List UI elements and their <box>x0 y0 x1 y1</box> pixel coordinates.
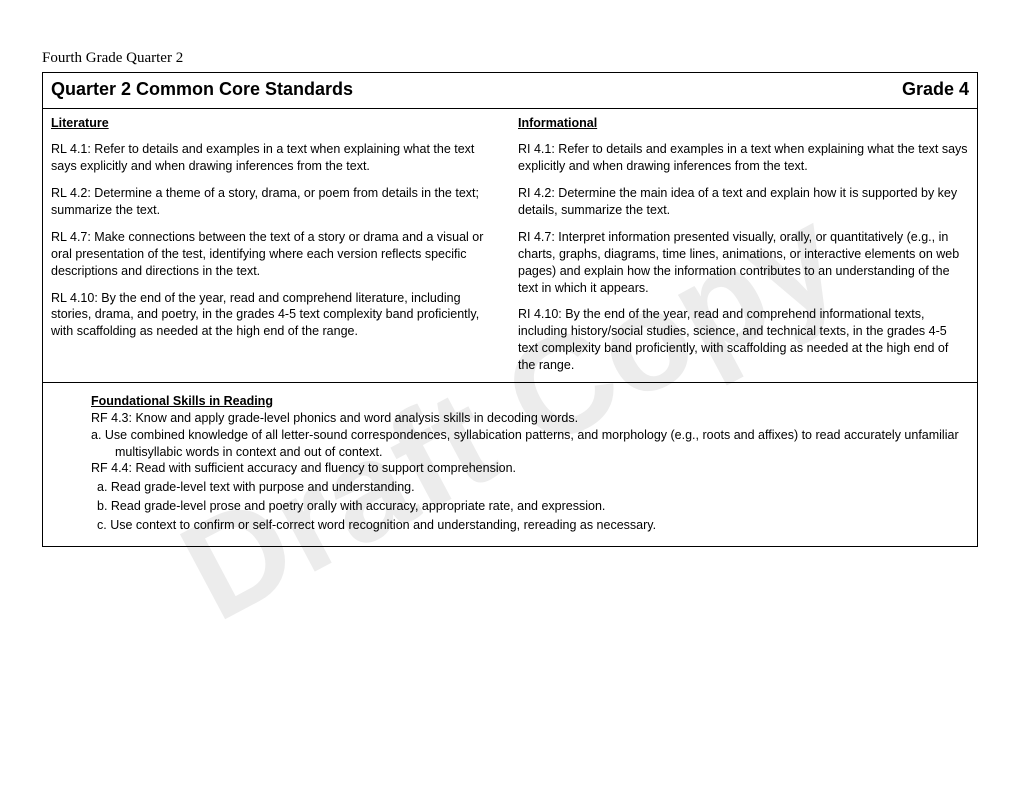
informational-standard: RI 4.7: Interpret information presented … <box>518 229 969 297</box>
title-row: Quarter 2 Common Core Standards Grade 4 <box>43 73 978 108</box>
foundational-standard: RF 4.4: Read with sufficient accuracy an… <box>91 460 969 477</box>
literature-cell: Literature RL 4.1: Refer to details and … <box>43 108 511 382</box>
literature-standard: RL 4.7: Make connections between the tex… <box>51 229 502 280</box>
document-content: Fourth Grade Quarter 2 Quarter 2 Common … <box>42 48 978 547</box>
informational-standard: RI 4.10: By the end of the year, read an… <box>518 306 969 374</box>
page-header: Fourth Grade Quarter 2 <box>42 48 978 68</box>
foundational-subitem: a. Use combined knowledge of all letter-… <box>91 427 969 461</box>
foundational-heading: Foundational Skills in Reading <box>91 393 969 410</box>
document-title: Quarter 2 Common Core Standards <box>51 77 353 101</box>
literature-standard: RL 4.2: Determine a theme of a story, dr… <box>51 185 502 219</box>
foundational-row: Foundational Skills in Reading RF 4.3: K… <box>43 382 978 546</box>
grade-label: Grade 4 <box>902 77 969 101</box>
literature-standard: RL 4.10: By the end of the year, read an… <box>51 290 502 341</box>
literature-heading: Literature <box>51 115 502 132</box>
foundational-standard: RF 4.3: Know and apply grade-level phoni… <box>91 410 969 427</box>
standards-columns-row: Literature RL 4.1: Refer to details and … <box>43 108 978 382</box>
standards-table: Quarter 2 Common Core Standards Grade 4 … <box>42 72 978 547</box>
literature-standard: RL 4.1: Refer to details and examples in… <box>51 141 502 175</box>
informational-heading: Informational <box>518 115 969 132</box>
informational-cell: Informational RI 4.1: Refer to details a… <box>510 108 978 382</box>
informational-standard: RI 4.2: Determine the main idea of a tex… <box>518 185 969 219</box>
foundational-subitem: a. Read grade-level text with purpose an… <box>91 479 969 496</box>
foundational-subitem: c. Use context to confirm or self-correc… <box>91 517 969 534</box>
foundational-cell: Foundational Skills in Reading RF 4.3: K… <box>43 382 978 546</box>
foundational-subitem: b. Read grade-level prose and poetry ora… <box>91 498 969 515</box>
informational-standard: RI 4.1: Refer to details and examples in… <box>518 141 969 175</box>
